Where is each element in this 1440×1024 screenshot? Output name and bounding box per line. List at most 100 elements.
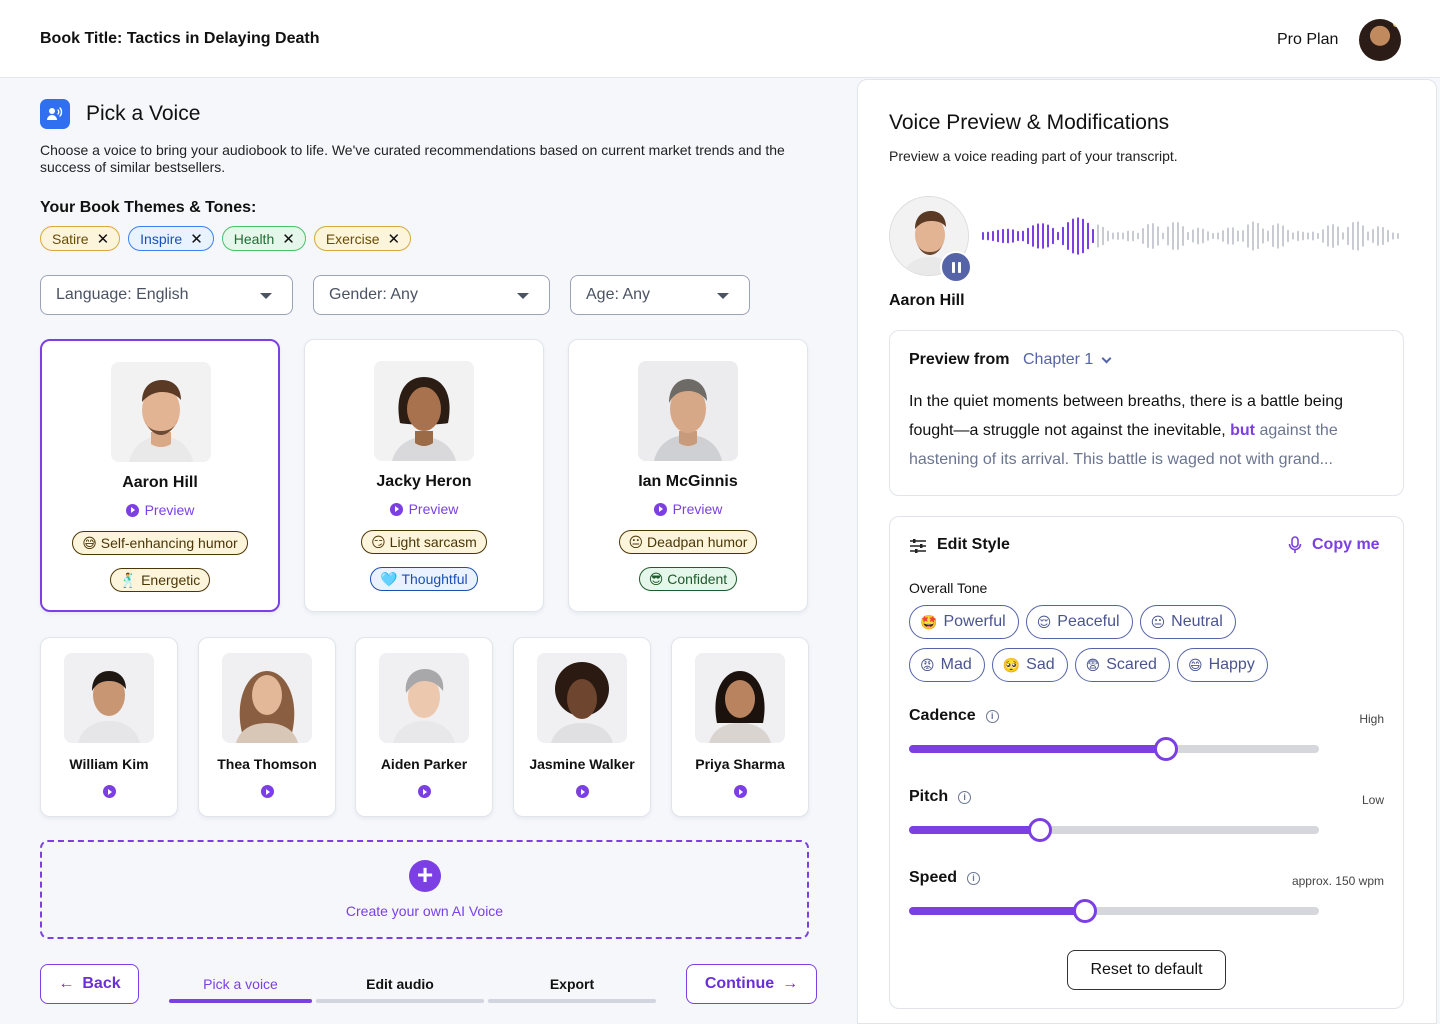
waveform-bar (1247, 224, 1249, 248)
waveform-bar (1302, 231, 1304, 241)
play-icon (653, 502, 667, 516)
tone-chip-mad[interactable]: 😡 Mad (909, 648, 985, 682)
voice-card-ian-mcginnis[interactable]: Ian McGinnis Preview 😐 Deadpan humor 😎 C… (568, 339, 808, 612)
tone-chip-neutral[interactable]: 😐 Neutral (1139, 605, 1236, 639)
waveform-bar (1007, 228, 1009, 244)
continue-button[interactable]: Continue → (686, 964, 817, 1004)
voice-name: Jacky Heron (376, 473, 472, 490)
trait-label: 🩵 Thoughtful (370, 567, 478, 591)
gender-select[interactable]: Gender: Any (313, 275, 550, 315)
close-icon[interactable]: ✕ (282, 230, 295, 248)
edit-style-box (889, 516, 1404, 1009)
info-icon[interactable]: i (985, 709, 999, 723)
tone-label: Powerful (943, 613, 1006, 630)
age-select[interactable]: Age: Any (570, 275, 750, 315)
selected-voice-name: Aaron Hill (889, 292, 965, 309)
pause-button[interactable] (940, 251, 972, 283)
voice-card-priya-sharma[interactable]: Priya Sharma (671, 637, 809, 817)
info-icon[interactable]: i (958, 790, 972, 804)
waveform-bar (1177, 222, 1179, 250)
voice-card-jasmine-walker[interactable]: Jasmine Walker (513, 637, 651, 817)
preview-link[interactable]: Preview (42, 502, 278, 518)
chapter-select-value: Chapter 1 (1023, 351, 1094, 368)
speed-slider[interactable] (909, 899, 1319, 923)
step-export[interactable]: Export (549, 976, 595, 992)
arrow-right-icon: → (782, 975, 799, 992)
waveform-bar (1012, 229, 1014, 243)
voice-card-jacky-heron[interactable]: Jacky Heron Preview 😏 Light sarcasm 🩵 Th… (304, 339, 544, 612)
pleading-face-icon: 🥺 (1002, 656, 1021, 673)
age-select-value: Age: Any (586, 286, 651, 303)
tone-chips-row: 😡 Mad 🥺 Sad 😨 Scared 😄 Happy (909, 648, 1268, 682)
waveform-bar (1212, 232, 1214, 240)
waveform-bar (1172, 222, 1174, 250)
close-icon[interactable]: ✕ (96, 230, 110, 248)
voice-portrait (695, 653, 785, 743)
play-icon[interactable] (576, 785, 589, 798)
slider-label: Speed (909, 869, 958, 886)
play-icon[interactable] (103, 785, 116, 798)
voice-name: Jasmine Walker (529, 756, 635, 772)
step-pick-a-voice[interactable]: Pick a voice (203, 976, 278, 992)
preview-from-label: Preview from (909, 351, 1010, 368)
relieved-face-icon: 😌 (1036, 613, 1052, 630)
create-ai-voice[interactable]: + Create your own AI Voice (40, 840, 809, 939)
waveform-bar (987, 231, 989, 241)
chapter-select[interactable]: Chapter 1 (1023, 351, 1112, 369)
close-icon[interactable]: ✕ (387, 230, 401, 248)
waveform-bar (1297, 230, 1299, 242)
play-icon[interactable] (418, 785, 431, 798)
voice-card-aiden-parker[interactable]: Aiden Parker (355, 637, 493, 817)
trait-label: 😏 Light sarcasm (361, 530, 487, 554)
voice-card-william-kim[interactable]: William Kim (40, 637, 178, 817)
plan-label[interactable]: Pro Plan (1277, 31, 1339, 48)
cadence-slider[interactable] (909, 737, 1319, 761)
tone-label: Happy (1208, 656, 1255, 673)
user-avatar[interactable] (1359, 19, 1401, 61)
waveform-bar (1207, 231, 1209, 241)
play-icon[interactable] (734, 785, 747, 798)
waveform-bar (1097, 224, 1099, 248)
tone-chip-powerful[interactable]: 🤩 Powerful (909, 605, 1019, 639)
theme-tag[interactable]: Inspire ✕ (128, 226, 214, 251)
tone-label: Sad (1026, 656, 1055, 673)
theme-tag[interactable]: Exercise ✕ (313, 226, 412, 251)
transcript-text: In the quiet moments between breaths, th… (909, 387, 1389, 474)
voice-portrait (111, 362, 211, 462)
waveform-bar (1047, 224, 1049, 248)
back-button[interactable]: ← Back (40, 964, 139, 1004)
play-icon[interactable] (261, 785, 274, 798)
audio-waveform[interactable] (980, 211, 1400, 261)
language-select[interactable]: Language: English (40, 275, 293, 315)
tone-chip-sad[interactable]: 🥺 Sad (991, 648, 1068, 682)
preview-link[interactable]: Preview (305, 501, 543, 517)
tone-chip-peaceful[interactable]: 😌 Peaceful (1025, 605, 1133, 639)
waveform-bar (1267, 230, 1269, 242)
fearful-face-icon: 😨 (1085, 656, 1101, 673)
tag-label: Health (233, 230, 275, 247)
copy-me-button[interactable]: Copy me (1288, 536, 1380, 554)
waveform-bar (1352, 222, 1354, 250)
waveform-bar (1162, 232, 1164, 240)
info-icon[interactable]: i (967, 871, 981, 885)
preview-link[interactable]: Preview (569, 501, 807, 517)
continue-label: Continue (704, 975, 775, 992)
tone-chip-happy[interactable]: 😄 Happy (1176, 648, 1268, 682)
slider-handle[interactable] (1154, 737, 1179, 761)
tone-chip-scared[interactable]: 😨 Scared (1074, 648, 1170, 682)
pitch-slider[interactable] (909, 818, 1319, 842)
overall-tone-label: Overall Tone (909, 580, 988, 596)
voice-card-aaron-hill[interactable]: Aaron Hill Preview 😅 Self-enhancing humo… (40, 339, 280, 612)
slider-handle[interactable] (1073, 899, 1098, 923)
theme-tag[interactable]: Satire ✕ (40, 226, 121, 251)
slider-fill (909, 907, 1086, 915)
theme-tag[interactable]: Health ✕ (221, 226, 306, 251)
slider-handle[interactable] (1028, 818, 1053, 842)
waveform-bar (1332, 223, 1334, 249)
close-icon[interactable]: ✕ (190, 230, 203, 248)
step-edit-audio[interactable]: Edit audio (366, 976, 434, 992)
waveform-bar (1167, 226, 1169, 246)
reset-to-default-button[interactable]: Reset to default (1067, 950, 1226, 990)
voice-card-thea-thomson[interactable]: Thea Thomson (198, 637, 336, 817)
waveform-bar (1372, 228, 1374, 244)
